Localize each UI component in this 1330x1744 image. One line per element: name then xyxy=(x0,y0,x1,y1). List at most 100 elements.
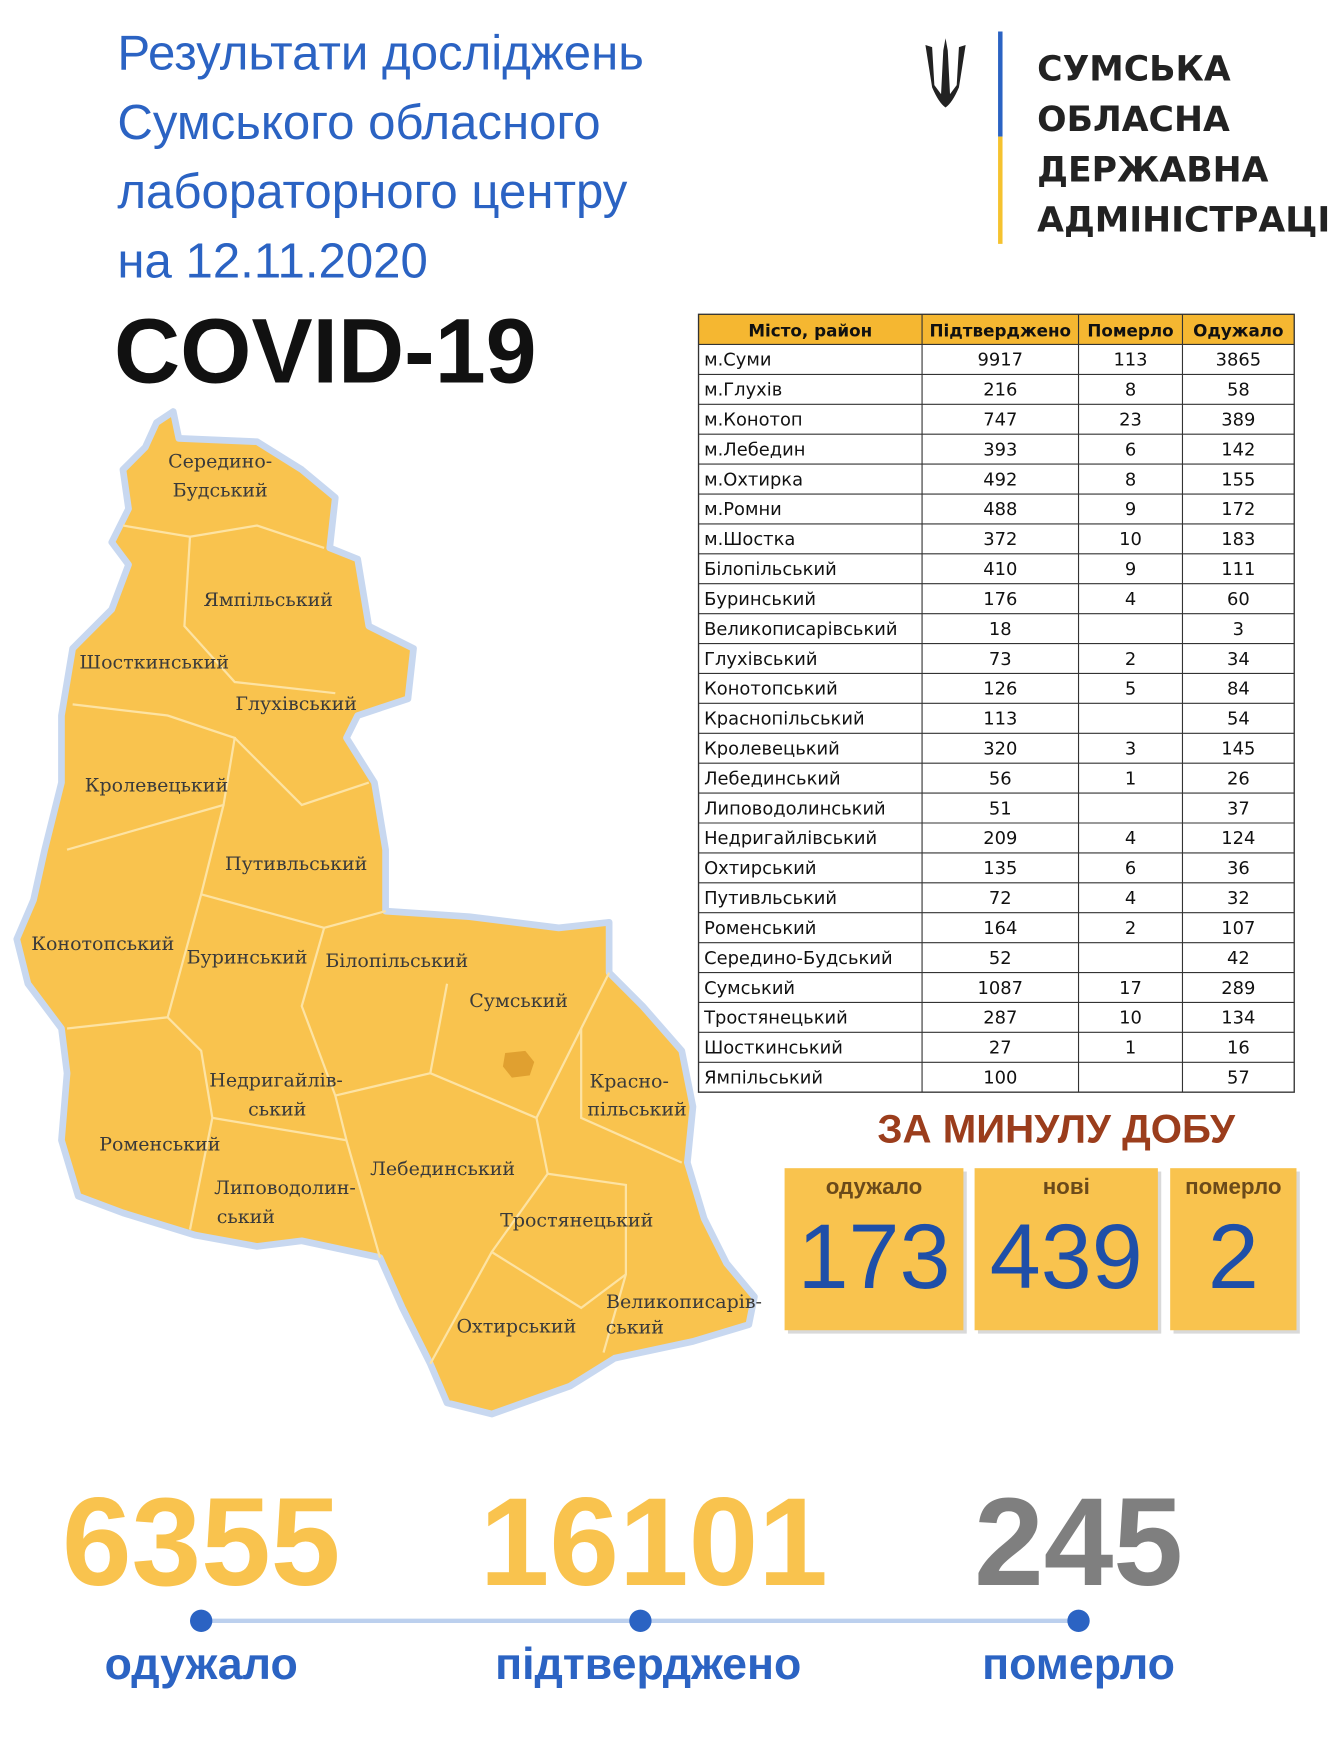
cell-value: 54 xyxy=(1227,709,1250,730)
table-header-bg xyxy=(698,314,1295,345)
cell-name: Кролевецький xyxy=(704,739,840,760)
cell-value: 1 xyxy=(1125,768,1136,789)
region-label: Охтирський xyxy=(456,1315,576,1337)
daily-value: 2 xyxy=(1208,1206,1259,1308)
column-header: Підтверджено xyxy=(929,321,1071,341)
cell-value: 17 xyxy=(1119,978,1142,999)
cell-value: 52 xyxy=(989,948,1012,969)
cell-value: 37 xyxy=(1227,798,1250,819)
total-label: підтверджено xyxy=(495,1640,801,1689)
cell-name: м.Охтирка xyxy=(704,469,803,490)
cell-value: 126 xyxy=(983,679,1017,700)
cell-value: 289 xyxy=(1221,978,1255,999)
cell-value: 4 xyxy=(1125,888,1136,909)
cell-name: Роменський xyxy=(704,918,816,939)
cell-value: 9 xyxy=(1125,499,1136,520)
total-label: померло xyxy=(982,1640,1175,1689)
region-label: Липоводолин- xyxy=(214,1177,356,1199)
cell-value: 176 xyxy=(983,589,1017,610)
cell-value: 216 xyxy=(983,380,1017,401)
map xyxy=(13,408,758,1418)
total-value: 6355 xyxy=(62,1472,340,1612)
cell-value: 142 xyxy=(1221,439,1255,460)
logo-line: АДМІНІСТРАЦІЯ xyxy=(1037,201,1330,241)
cell-value: 172 xyxy=(1221,499,1255,520)
cell-value: 113 xyxy=(1113,350,1147,371)
cell-name: Охтирський xyxy=(704,858,816,879)
logo-line: ДЕРЖАВНА xyxy=(1037,150,1268,190)
cell-name: Шосткинський xyxy=(704,1038,843,1059)
column-header: Померло xyxy=(1087,321,1173,341)
cell-value: 209 xyxy=(983,828,1017,849)
cell-value: 9917 xyxy=(978,350,1024,371)
region-label: ський xyxy=(248,1099,306,1121)
cell-value: 3 xyxy=(1233,619,1244,640)
cell-name: Сумський xyxy=(704,978,795,999)
cell-name: Буринський xyxy=(704,589,816,610)
cell-value: 107 xyxy=(1221,918,1255,939)
cell-value: 32 xyxy=(1227,888,1250,909)
daily-title: ЗА МИНУЛУ ДОБУ xyxy=(877,1106,1236,1151)
cell-value: 2 xyxy=(1125,918,1136,939)
cell-name: Недригайлівський xyxy=(704,828,877,849)
daily-value: 439 xyxy=(990,1206,1143,1308)
timeline-dot xyxy=(190,1609,213,1632)
cell-name: м.Лебедин xyxy=(704,439,805,460)
region-label: Великописарів- xyxy=(606,1291,762,1313)
cell-value: 34 xyxy=(1227,649,1250,670)
region-label: Глухівський xyxy=(235,693,357,715)
cell-name: м.Суми xyxy=(704,350,771,371)
region-label: Ямпільський xyxy=(204,589,333,611)
daily-label: нові xyxy=(1043,1174,1090,1199)
daily-label: одужало xyxy=(826,1174,923,1199)
cell-value: 3 xyxy=(1125,739,1136,760)
column-header: Місто, район xyxy=(748,321,872,341)
region-label: Красно- xyxy=(590,1071,669,1093)
cell-name: Глухівський xyxy=(704,649,817,670)
cell-value: 27 xyxy=(989,1038,1012,1059)
daily-box xyxy=(1170,1168,1297,1331)
timeline-dot xyxy=(629,1609,652,1632)
cell-name: м.Шостка xyxy=(704,529,795,550)
cell-value: 2 xyxy=(1125,649,1136,670)
cell-value: 134 xyxy=(1221,1008,1255,1029)
cell-value: 73 xyxy=(989,649,1012,670)
region-label: Кролевецький xyxy=(85,775,228,797)
cell-name: Великописарівський xyxy=(704,619,897,640)
cell-value: 4 xyxy=(1125,828,1136,849)
cell-value: 113 xyxy=(983,709,1017,730)
cell-value: 8 xyxy=(1125,469,1136,490)
cell-value: 155 xyxy=(1221,469,1255,490)
cell-value: 1 xyxy=(1125,1038,1136,1059)
daily-box xyxy=(974,1168,1158,1331)
cell-value: 58 xyxy=(1227,380,1250,401)
region-label: Будський xyxy=(173,479,268,501)
region-label: Лебединський xyxy=(370,1158,515,1180)
region-label: Шосткинський xyxy=(79,652,229,674)
region-label: Буринський xyxy=(187,947,308,969)
cell-value: 51 xyxy=(989,798,1012,819)
cell-name: Ямпільський xyxy=(704,1068,823,1089)
logo-line: ОБЛАСНА xyxy=(1037,100,1230,140)
cell-value: 747 xyxy=(983,410,1017,431)
region-label: Недригайлів- xyxy=(209,1070,343,1092)
cell-value: 124 xyxy=(1221,828,1255,849)
cell-name: Тростянецький xyxy=(703,1008,848,1029)
cell-name: Середино-Будський xyxy=(704,948,892,969)
cell-value: 9 xyxy=(1125,559,1136,580)
cell-value: 145 xyxy=(1221,739,1255,760)
cell-value: 410 xyxy=(983,559,1017,580)
total-value: 245 xyxy=(974,1472,1183,1612)
cell-value: 26 xyxy=(1227,768,1250,789)
cell-value: 18 xyxy=(989,619,1012,640)
total-value: 16101 xyxy=(480,1472,828,1612)
daily-label: померло xyxy=(1185,1174,1281,1199)
cell-value: 8 xyxy=(1125,380,1136,401)
column-header: Одужало xyxy=(1193,321,1283,341)
cell-value: 57 xyxy=(1227,1068,1250,1089)
cell-name: м.Глухів xyxy=(704,380,782,401)
timeline-dot xyxy=(1067,1609,1090,1632)
cell-name: Конотопський xyxy=(704,679,838,700)
cell-name: Липоводолинський xyxy=(704,798,886,819)
